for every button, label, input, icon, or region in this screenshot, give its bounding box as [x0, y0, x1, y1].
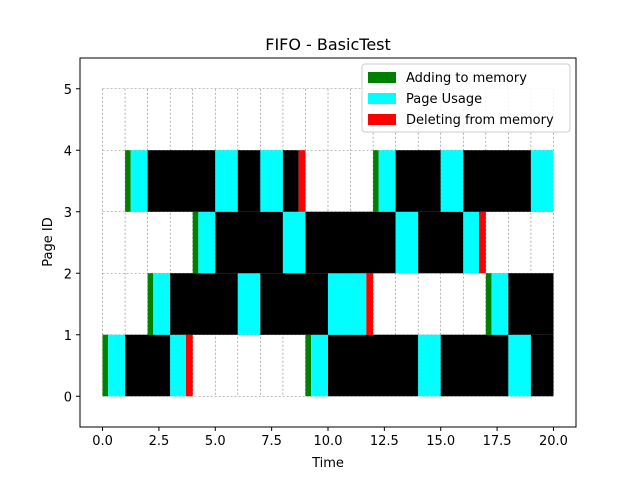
bar-segment-usage: [328, 273, 367, 335]
bar-segment-resident: [328, 334, 419, 397]
bar-segment-usage: [198, 211, 216, 274]
y-axis-label: Page ID: [41, 217, 56, 266]
bar-segment-usage: [237, 273, 261, 335]
legend-box: [361, 63, 571, 133]
x-tick-label: 15.0: [426, 434, 455, 449]
bar-segment-usage: [108, 334, 126, 397]
bar-segment-resident: [395, 150, 441, 212]
bar-segment-usage: [170, 334, 186, 397]
chart-title: FIFO - BasicTest: [265, 35, 391, 54]
legend-swatch: [368, 72, 396, 83]
legend-entry-label: Page Usage: [406, 92, 482, 107]
y-tick-label: 1: [64, 329, 72, 344]
bar-segment-resident: [237, 150, 261, 212]
x-tick-label: 0.0: [92, 434, 113, 449]
bar-segment-resident: [282, 150, 299, 212]
bar-segment-usage: [418, 334, 441, 397]
x-axis-label: Time: [311, 456, 344, 471]
x-tick-label: 10.0: [314, 434, 343, 449]
bar-segment-resident: [508, 273, 554, 335]
bar-segment-usage: [395, 211, 419, 274]
bar-segment-delete: [185, 334, 193, 397]
bar-segment-resident: [418, 211, 464, 274]
legend: Adding to memory Page Usage Deleting from …: [361, 63, 571, 133]
bar-segment-resident: [125, 334, 171, 397]
bar-segment-resident: [463, 150, 531, 212]
bar-segment-add: [485, 273, 492, 335]
bar-segment-usage: [260, 150, 283, 212]
legend-entry-label: Deleting from memory: [406, 113, 554, 128]
x-tick-label: 12.5: [370, 434, 399, 449]
bar-segment-usage: [130, 150, 148, 212]
bar-segment-usage: [463, 211, 480, 274]
bar-segment-usage: [491, 273, 509, 335]
bar-segment-add: [192, 211, 199, 274]
legend-swatch: [368, 93, 396, 104]
y-axis-ticks: 0 1 2 3 4 5: [64, 83, 80, 405]
bar-segment-usage: [311, 334, 328, 397]
x-tick-label: 20.0: [539, 434, 568, 449]
y-tick-label: 5: [64, 83, 72, 98]
x-tick-label: 2.5: [149, 434, 170, 449]
bar-segment-delete: [366, 273, 374, 335]
x-tick-label: 5.0: [205, 434, 226, 449]
bar-segment-delete: [479, 211, 486, 274]
bars-layer: [102, 150, 554, 397]
x-tick-label: 7.5: [261, 434, 282, 449]
bar-segment-add: [102, 334, 109, 397]
bar-segment-usage: [153, 273, 171, 335]
legend-entry-label: Adding to memory: [406, 71, 527, 86]
y-tick-label: 4: [64, 144, 72, 159]
bar-segment-add: [305, 334, 312, 397]
x-tick-label: 17.5: [483, 434, 512, 449]
legend-swatch: [368, 114, 396, 125]
x-axis-ticks: 0.0 2.5 5.0 7.5 10.0 12.5 15.0 17.5 20.0: [92, 427, 568, 449]
y-tick-label: 0: [64, 390, 72, 405]
bar-segment-usage: [530, 150, 554, 212]
bar-segment-resident: [440, 334, 509, 397]
y-tick-label: 2: [64, 267, 72, 282]
bar-segment-usage: [508, 334, 531, 397]
bar-segment-usage: [215, 150, 238, 212]
bar-segment-add: [147, 273, 154, 335]
y-tick-label: 3: [64, 206, 72, 221]
bar-segment-resident: [215, 211, 283, 274]
bar-segment-usage: [440, 150, 464, 212]
bar-segment-usage: [378, 150, 396, 212]
bar-segment-resident: [305, 211, 396, 274]
bar-segment-add: [373, 150, 379, 212]
bar-segment-usage: [282, 211, 306, 274]
bar-segment-add: [125, 150, 131, 212]
bar-segment-resident: [170, 273, 238, 335]
bar-segment-resident: [530, 334, 554, 397]
bar-segment-resident: [147, 150, 216, 212]
bar-segment-resident: [260, 273, 328, 335]
bar-segment-delete: [298, 150, 306, 212]
